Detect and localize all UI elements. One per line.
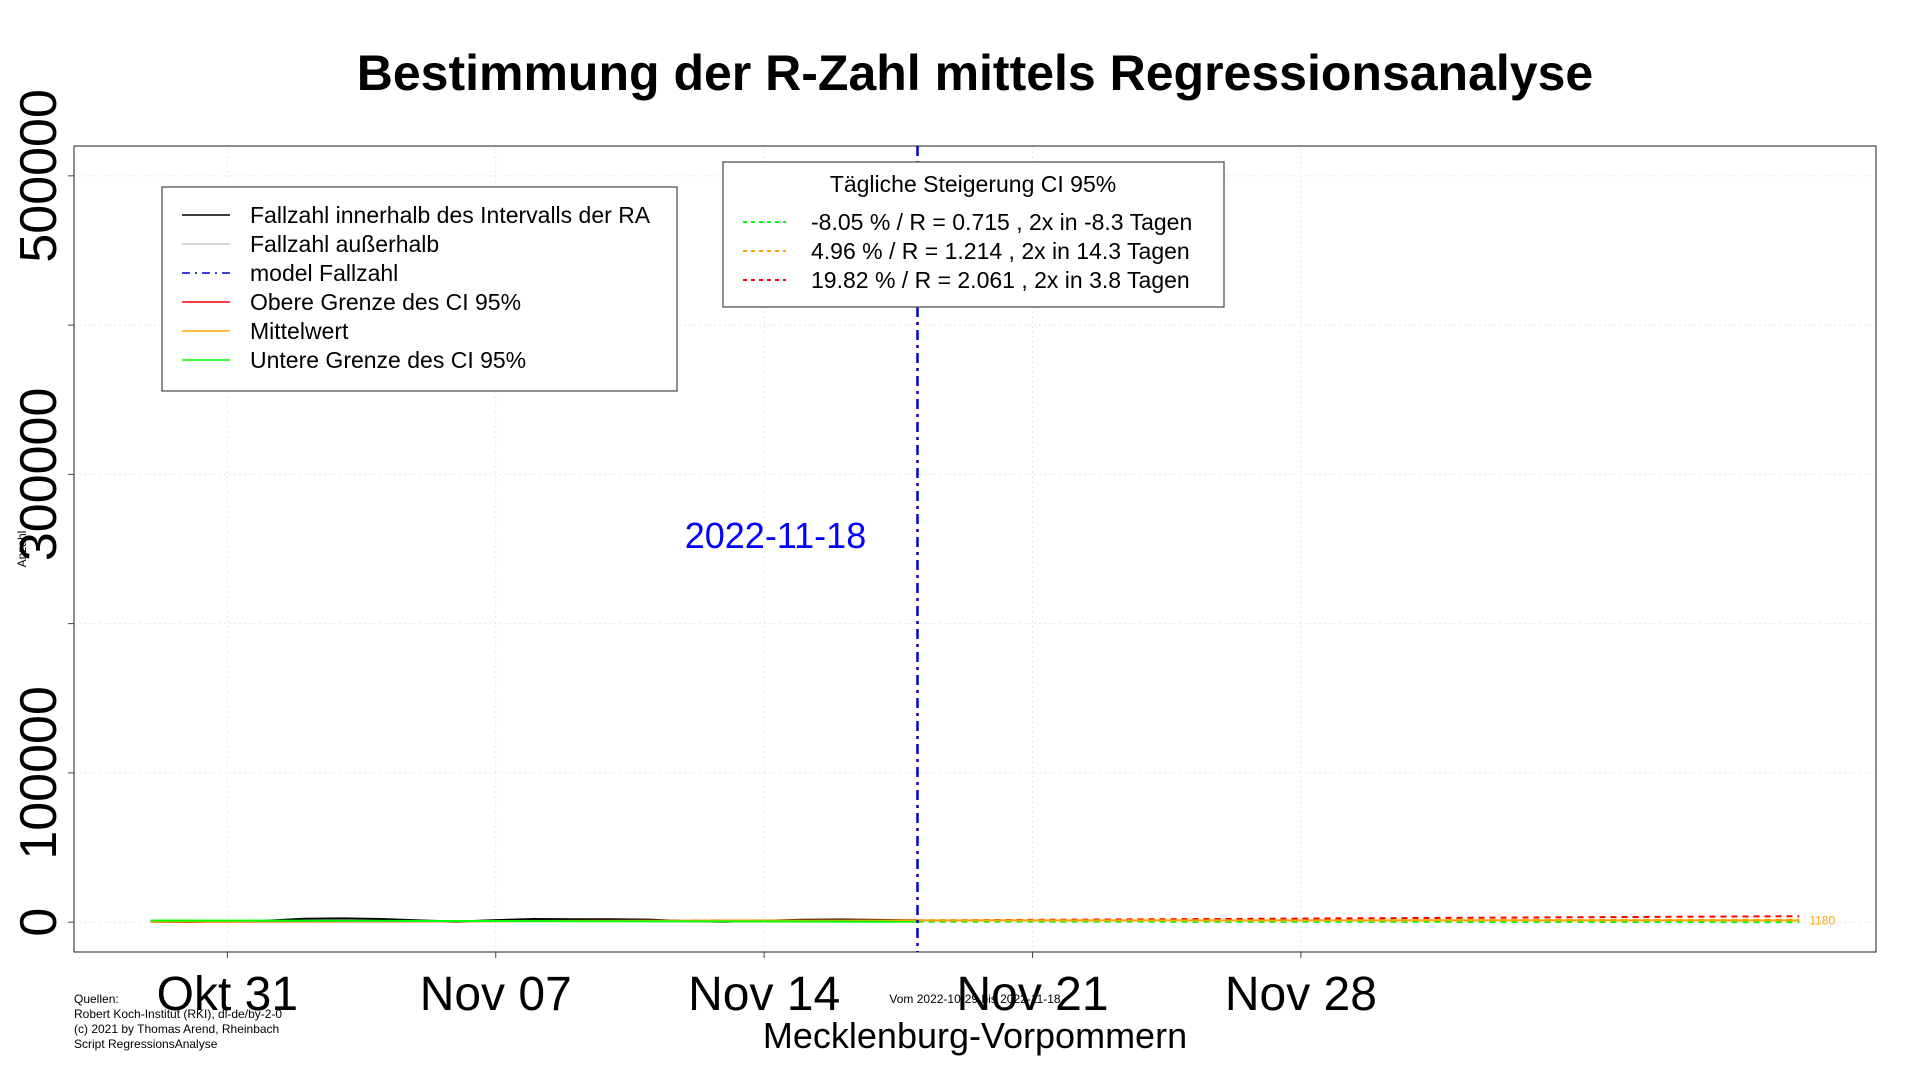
x-tick-label: Nov 28 <box>1225 968 1377 1021</box>
ci-legend-label: 4.96 % / R = 1.214 , 2x in 14.3 Tagen <box>811 238 1190 264</box>
x-tick-label: Nov 21 <box>956 968 1108 1021</box>
y-axis: 0 100000 300000 500000 <box>10 89 74 937</box>
end-value-label: 1180 <box>1809 913 1835 927</box>
source-line: Quellen: <box>74 992 119 1006</box>
y-tick-label: 500000 <box>10 89 68 263</box>
series-layer <box>150 915 1800 924</box>
legend-box <box>161 186 678 392</box>
x-tick-label: Nov 07 <box>420 968 572 1021</box>
source-line: (c) 2021 by Thomas Arend, Rheinbach <box>74 1022 279 1036</box>
ci-legend: Tägliche Steigerung CI 95% -8.05 % / R = … <box>722 161 1225 308</box>
source-line: Script RegressionsAnalyse <box>74 1037 218 1051</box>
x-tick-label: Okt 31 <box>157 968 298 1021</box>
chart-title: Bestimmung der R-Zahl mittels Regression… <box>357 45 1593 101</box>
x-tick-label: Nov 14 <box>688 968 840 1021</box>
legend-label: Fallzahl außerhalb <box>250 231 439 257</box>
legend-label: Obere Grenze des CI 95% <box>250 289 521 315</box>
sources-note: Quellen:Robert Koch-Institut (RKI), dl-d… <box>74 992 282 1051</box>
y-tick-label: 100000 <box>10 686 68 860</box>
legend-label: Untere Grenze des CI 95% <box>250 347 526 373</box>
ci-legend-label: 19.82 % / R = 2.061 , 2x in 3.8 Tagen <box>811 267 1190 293</box>
vline-date-label: 2022-11-18 <box>685 515 866 556</box>
chart-subtitle: Mecklenburg-Vorpommern <box>763 1015 1187 1056</box>
source-line: Robert Koch-Institut (RKI), dl-de/by-2-0 <box>74 1007 282 1021</box>
ci-legend-title: Tägliche Steigerung CI 95% <box>830 171 1116 197</box>
y-tick-label: 0 <box>10 908 68 937</box>
legend-label: Fallzahl innerhalb des Intervalls der RA <box>250 202 651 228</box>
legend-label: Mittelwert <box>250 318 349 344</box>
y-tick-label: 300000 <box>10 388 68 562</box>
plot-border <box>73 145 1877 953</box>
ci-legend-label: -8.05 % / R = 0.715 , 2x in -8.3 Tagen <box>811 209 1192 235</box>
plot-frame <box>73 145 1877 953</box>
date-range-note: Vom 2022-10-29 bis 2022-11-18 <box>889 992 1061 1006</box>
ci-legend-box <box>722 161 1225 308</box>
x-axis: Okt 31 Nov 07 Nov 14 Nov 21 Nov 28 <box>157 952 1377 1021</box>
y-axis-label: Anzahl <box>15 531 29 568</box>
legend: Fallzahl innerhalb des Intervalls der RA… <box>161 186 678 392</box>
legend-label: model Fallzahl <box>250 260 398 286</box>
series-line <box>150 919 918 923</box>
